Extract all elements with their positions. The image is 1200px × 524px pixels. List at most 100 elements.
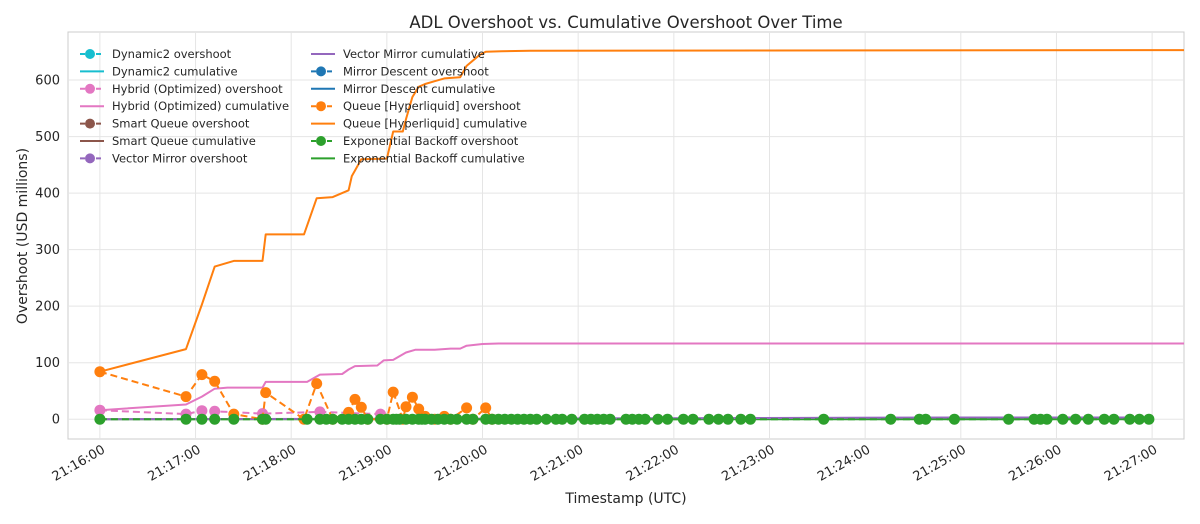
x-tick-label: 21:20:00 xyxy=(432,442,490,484)
data-point xyxy=(652,413,664,425)
legend-label: Vector Mirror cumulative xyxy=(343,47,485,61)
legend-marker xyxy=(316,66,326,77)
data-point xyxy=(451,413,463,425)
series-layer xyxy=(94,49,1185,425)
data-point xyxy=(1070,413,1082,425)
x-tick-label: 21:27:00 xyxy=(1102,442,1160,484)
legend-label: Mirror Descent overshoot xyxy=(343,64,489,78)
data-point xyxy=(818,413,830,425)
series-hybrid-optimized-cumulative xyxy=(99,342,1184,412)
data-point xyxy=(556,413,568,425)
x-tick-label: 21:16:00 xyxy=(50,442,108,484)
data-point xyxy=(349,393,361,405)
y-tick-label: 100 xyxy=(35,356,60,371)
data-point xyxy=(94,413,106,425)
data-point xyxy=(480,402,492,414)
data-point xyxy=(196,405,208,417)
data-point xyxy=(604,413,616,425)
legend-item: Exponential Backoff cumulative xyxy=(311,151,525,165)
legend-item: Hybrid (Optimized) cumulative xyxy=(80,99,289,113)
x-tick-label: 21:23:00 xyxy=(719,442,777,484)
data-point xyxy=(311,378,323,390)
plot-area xyxy=(67,31,1185,440)
legend-item: Mirror Descent overshoot xyxy=(311,64,489,78)
y-tick-label: 0 xyxy=(52,413,60,428)
x-axis-label: Timestamp (UTC) xyxy=(564,491,686,507)
x-tick-label: 21:21:00 xyxy=(528,442,586,484)
data-point xyxy=(639,413,651,425)
data-point xyxy=(677,413,689,425)
y-axis-label: Overshoot (USD millions) xyxy=(15,148,31,324)
data-point xyxy=(260,387,272,399)
data-point xyxy=(703,413,715,425)
data-point xyxy=(180,391,192,403)
legend-label: Smart Queue overshoot xyxy=(112,117,250,131)
data-point xyxy=(209,405,221,417)
data-point xyxy=(744,413,756,425)
legend-label: Dynamic2 cumulative xyxy=(112,64,238,78)
data-point xyxy=(948,413,960,425)
data-point xyxy=(362,413,374,425)
data-point xyxy=(355,401,367,413)
legend-item: Smart Queue overshoot xyxy=(80,117,250,131)
legend-marker xyxy=(85,49,95,59)
data-point xyxy=(400,401,412,413)
data-point xyxy=(209,375,221,387)
data-point xyxy=(1003,413,1015,425)
data-point xyxy=(1098,413,1110,425)
x-tick-label: 21:25:00 xyxy=(911,442,969,484)
legend-label: Exponential Backoff overshoot xyxy=(343,134,519,148)
legend-item: Smart Queue cumulative xyxy=(80,134,256,148)
data-point xyxy=(301,413,313,425)
data-point xyxy=(461,402,473,414)
chart-title: ADL Overshoot vs. Cumulative Overshoot O… xyxy=(409,13,842,32)
x-tick-label: 21:18:00 xyxy=(241,442,299,484)
data-point xyxy=(722,413,734,425)
data-point xyxy=(540,413,552,425)
data-point xyxy=(713,413,724,425)
series-exponential-backoff-overshoot xyxy=(94,413,1155,425)
legend-marker xyxy=(316,101,326,112)
data-point xyxy=(196,369,208,381)
data-point xyxy=(566,413,578,425)
data-point xyxy=(228,413,240,425)
legend-label: Queue [Hyperliquid] overshoot xyxy=(343,99,521,113)
data-point xyxy=(209,413,221,425)
data-point xyxy=(1057,413,1069,425)
data-point xyxy=(662,413,673,425)
legend-item: Vector Mirror overshoot xyxy=(80,151,248,165)
data-point xyxy=(94,366,106,378)
data-point xyxy=(1041,413,1053,425)
data-point xyxy=(1124,413,1136,425)
y-tick-label: 200 xyxy=(35,300,60,315)
legend-item: Mirror Descent cumulative xyxy=(311,82,495,96)
legend-marker xyxy=(85,83,95,94)
series-queue-hyperliquid-cumulative xyxy=(99,49,1185,373)
x-tick-label: 21:24:00 xyxy=(815,442,873,484)
legend-item: Dynamic2 cumulative xyxy=(80,64,238,78)
data-point xyxy=(1133,413,1145,425)
y-tick-label: 500 xyxy=(35,130,60,145)
data-point xyxy=(94,404,106,416)
legend-item: Queue [Hyperliquid] overshoot xyxy=(311,99,521,113)
data-point xyxy=(413,403,425,415)
data-point xyxy=(885,413,897,425)
legend-item: Exponential Backoff overshoot xyxy=(311,134,519,148)
data-point xyxy=(260,413,272,425)
data-point xyxy=(387,386,399,398)
legend-label: Queue [Hyperliquid] cumulative xyxy=(343,117,527,131)
legend-item: Hybrid (Optimized) overshoot xyxy=(80,82,283,96)
y-tick-label: 300 xyxy=(35,243,60,258)
series-line xyxy=(99,342,1184,412)
data-point xyxy=(687,413,699,425)
x-tick-label: 21:22:00 xyxy=(624,442,682,484)
legend-marker xyxy=(85,118,95,129)
data-point xyxy=(1108,413,1120,425)
legend-label: Exponential Backoff cumulative xyxy=(343,151,525,165)
series-line xyxy=(99,49,1185,373)
data-point xyxy=(180,413,192,425)
legend-label: Hybrid (Optimized) overshoot xyxy=(112,82,283,96)
data-point xyxy=(1082,413,1094,425)
